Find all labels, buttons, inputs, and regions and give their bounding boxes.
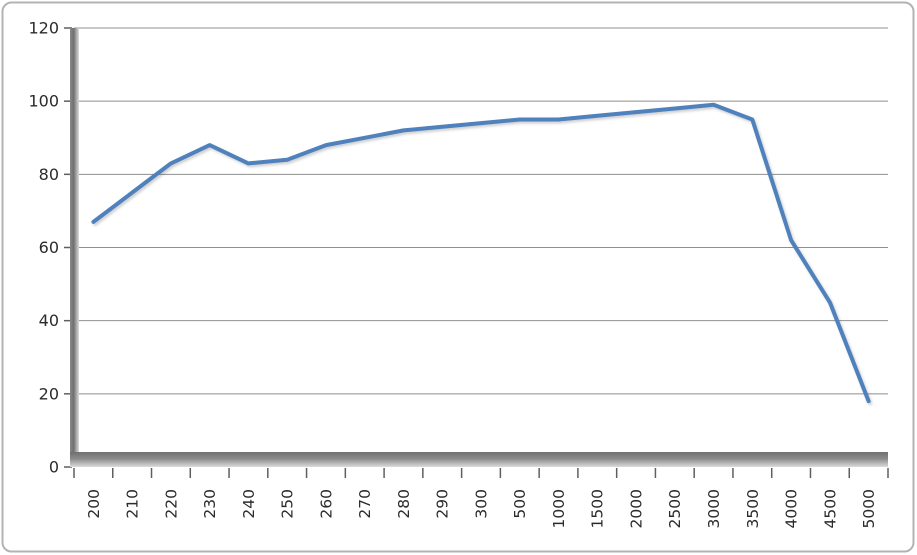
- y-axis-tick-label-20: 20: [39, 384, 59, 403]
- x-axis-bar: [70, 452, 888, 467]
- x-axis-tick-label-3000: 3000: [705, 489, 723, 528]
- x-axis-tick-label-240: 240: [240, 489, 258, 519]
- x-axis-tick-label-5000: 5000: [860, 489, 878, 528]
- y-axis-tick-label-60: 60: [39, 238, 59, 257]
- x-axis-tick-label-300: 300: [472, 489, 490, 519]
- x-axis-tick-label-250: 250: [279, 489, 297, 519]
- y-axis-tick-label-80: 80: [39, 165, 59, 184]
- x-axis-tick-label-200: 200: [85, 489, 103, 519]
- y-axis-tick-label-40: 40: [39, 311, 59, 330]
- x-axis-tick-label-1500: 1500: [589, 489, 607, 528]
- x-axis-tick-label-220: 220: [162, 489, 180, 519]
- x-axis-tick-label-210: 210: [124, 489, 142, 519]
- y-axis-tick-label-0: 0: [49, 458, 59, 477]
- x-axis-tick-label-2500: 2500: [666, 489, 684, 528]
- x-axis-tick-label-290: 290: [434, 489, 452, 519]
- data-series-line: [91, 102, 871, 404]
- x-axis-tick-label-230: 230: [201, 489, 219, 519]
- x-axis-tick-label-3500: 3500: [744, 489, 762, 528]
- x-axis-tick-label-4500: 4500: [821, 489, 839, 528]
- x-axis-tick-label-4000: 4000: [783, 489, 801, 528]
- x-axis-tick-label-280: 280: [395, 489, 413, 519]
- y-axis-bar: [70, 28, 79, 452]
- y-axis-tick-label-120: 120: [28, 19, 59, 38]
- x-axis-tick-label-270: 270: [356, 489, 374, 519]
- y-axis-tick-label-100: 100: [28, 92, 59, 111]
- x-axis-tick-label-1000: 1000: [550, 489, 568, 528]
- x-axis-tick-label-2000: 2000: [627, 489, 645, 528]
- x-axis-tick-label-260: 260: [317, 489, 335, 519]
- x-axis-tick-label-500: 500: [511, 489, 529, 519]
